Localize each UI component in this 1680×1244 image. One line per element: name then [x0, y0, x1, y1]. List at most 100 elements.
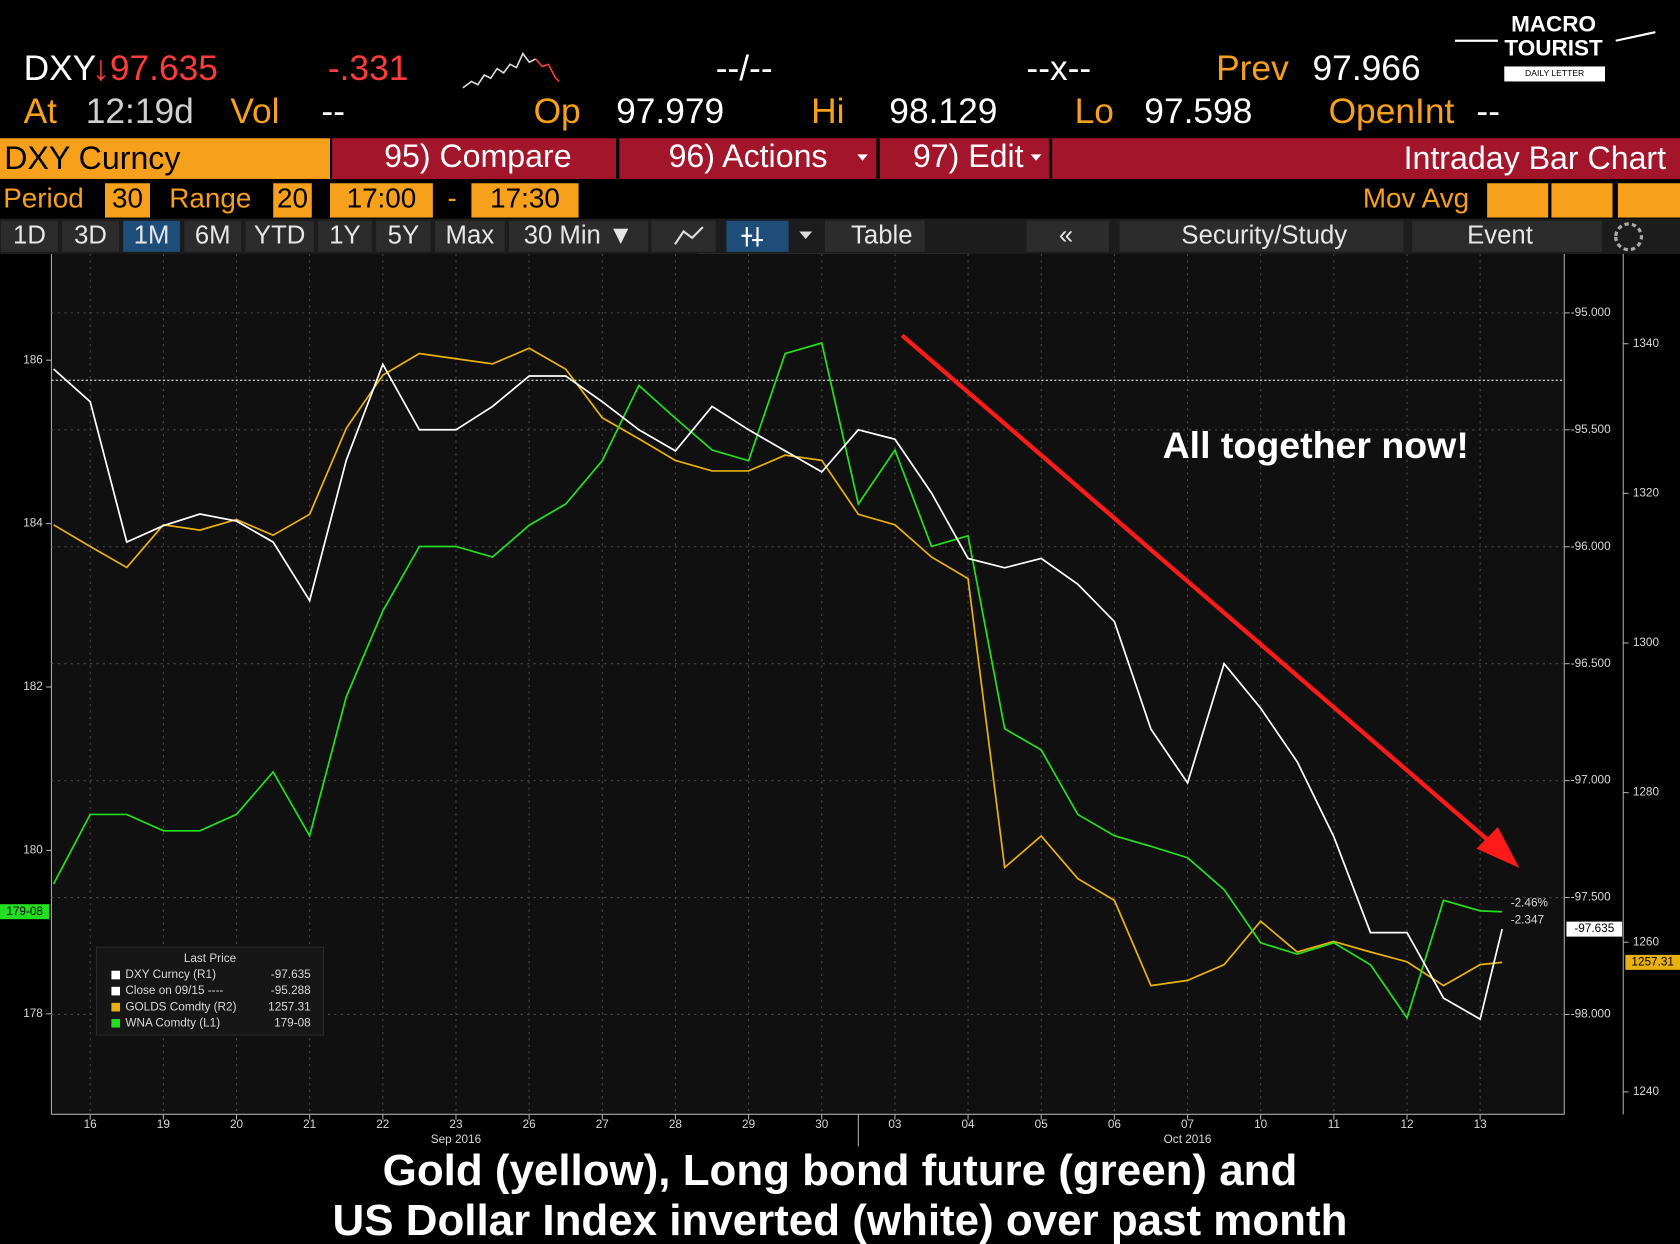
legend-value: 1257.31 [268, 1000, 311, 1013]
y2-tick-label: -95.500 [1571, 423, 1611, 436]
x-tick-label: 03 [888, 1118, 902, 1131]
bar-icon [741, 227, 763, 247]
view-title: Intraday Bar Chart [1404, 140, 1667, 176]
legend-swatch [111, 970, 120, 980]
x-tick-label: 11 [1328, 1118, 1340, 1131]
button-label: 97) Edit [913, 138, 1024, 174]
tab-label: YTD [254, 222, 305, 250]
input[interactable] [471, 183, 579, 218]
tab-label: 5Y [388, 222, 419, 250]
y3-tick-label: 1240 [1633, 1085, 1660, 1098]
input-value: 20 [277, 183, 308, 214]
tool-label: « [1059, 222, 1073, 250]
legend-value: -97.635 [271, 968, 311, 981]
tab[interactable] [1, 220, 58, 252]
tool-button[interactable] [1026, 220, 1109, 252]
annotation: -2.46% [1511, 896, 1549, 909]
icon-button[interactable] [651, 220, 716, 252]
logo-line: MACRO [1511, 12, 1596, 37]
trend-arrow [900, 333, 1500, 851]
tool-button[interactable] [1119, 220, 1404, 252]
input[interactable] [273, 183, 312, 218]
stat-label: Lo [1075, 92, 1114, 131]
stat-label: Vol [230, 92, 279, 131]
settings-icon[interactable] [1614, 222, 1644, 252]
x-tick-label: 26 [523, 1118, 537, 1131]
tab-label: Max [446, 222, 495, 250]
stat-value: 97.979 [616, 92, 724, 131]
price-tag [1625, 954, 1680, 970]
y-tick-label: 180 [23, 844, 43, 857]
tab-label: 1D [13, 222, 46, 250]
last-price: ↓97.635 [92, 49, 218, 88]
x-tick-label: 23 [449, 1118, 463, 1131]
prev-label: Prev [1216, 49, 1289, 88]
price-tag-label: 1257.31 [1631, 955, 1674, 968]
prev-value: 97.966 [1313, 49, 1421, 88]
input-value: 17:30 [490, 183, 560, 214]
tab[interactable] [123, 220, 180, 252]
tab[interactable] [376, 220, 431, 252]
stat-label: At [24, 92, 58, 131]
tab[interactable] [62, 220, 119, 252]
stat-value: -- [1476, 92, 1500, 131]
button[interactable] [332, 138, 617, 179]
x-tick-label: 20 [230, 1118, 244, 1131]
x-tick-label: 04 [962, 1118, 976, 1131]
logo: MACRO TOURIST DAILY LETTER [1455, 12, 1656, 82]
x-tick-label: 06 [1108, 1118, 1122, 1131]
x-tick-label: 13 [1474, 1118, 1488, 1131]
y-tick-label: 184 [23, 517, 43, 530]
legend-value: 179-08 [274, 1016, 311, 1029]
trend-arrowhead [1476, 827, 1520, 868]
y3-tick-label: 1340 [1633, 337, 1660, 350]
stat-value: 98.129 [889, 92, 997, 131]
tool-button[interactable] [1412, 220, 1602, 252]
legend-swatch [111, 1002, 120, 1012]
tab[interactable] [508, 220, 649, 252]
button[interactable] [619, 138, 877, 179]
input[interactable] [1617, 183, 1680, 218]
input[interactable] [105, 183, 150, 218]
price-tag-label: -97.635 [1574, 922, 1614, 935]
button[interactable] [879, 138, 1049, 179]
y2-tick-label: -96.500 [1571, 657, 1611, 670]
dropdown-arrow [1030, 154, 1042, 161]
setting-label: Mov Avg [1363, 183, 1469, 214]
x-tick-label: 10 [1254, 1118, 1268, 1131]
tab[interactable] [184, 220, 242, 252]
logo-banner [1504, 66, 1605, 82]
security: DXY Curncy [4, 140, 180, 176]
x-tick-label: 07 [1181, 1118, 1194, 1131]
tab[interactable] [245, 220, 314, 252]
x-tick-label: 22 [376, 1118, 389, 1131]
stat-value: -- [321, 92, 345, 131]
y2-tick-label: -95.000 [1571, 306, 1611, 319]
bid-ask-size: --x-- [1026, 49, 1091, 88]
input-value: 30 [112, 183, 143, 214]
tab[interactable] [435, 220, 505, 252]
price-tag [1566, 921, 1623, 937]
tab[interactable] [318, 220, 372, 252]
input[interactable] [330, 183, 433, 218]
tool-button[interactable] [825, 220, 925, 252]
legend-label: Close on 09/15 ---- [125, 984, 223, 997]
y2-tick-label: -98.000 [1571, 1008, 1611, 1021]
y3-tick-label: 1300 [1633, 636, 1660, 649]
legend-value: -95.288 [271, 984, 311, 997]
logo-arrow [1615, 31, 1656, 42]
security-box[interactable] [0, 138, 330, 179]
stat-label: OpenInt [1329, 92, 1455, 131]
chart-title: All together now! [1163, 424, 1469, 466]
setting-label: Period [3, 183, 84, 214]
dropdown-arrow [857, 154, 868, 161]
tab-label: 3D [74, 222, 107, 250]
legend: Last Price DXY Curncy (R1) -97.635 Close on… [95, 946, 325, 1036]
x-tick-label: 12 [1400, 1118, 1413, 1131]
stat-value: 12:19d [86, 92, 194, 131]
y3-tick-label: 1320 [1633, 486, 1660, 499]
input[interactable] [1551, 183, 1613, 218]
input[interactable] [1487, 183, 1549, 218]
bid-ask: --/-- [716, 49, 773, 88]
